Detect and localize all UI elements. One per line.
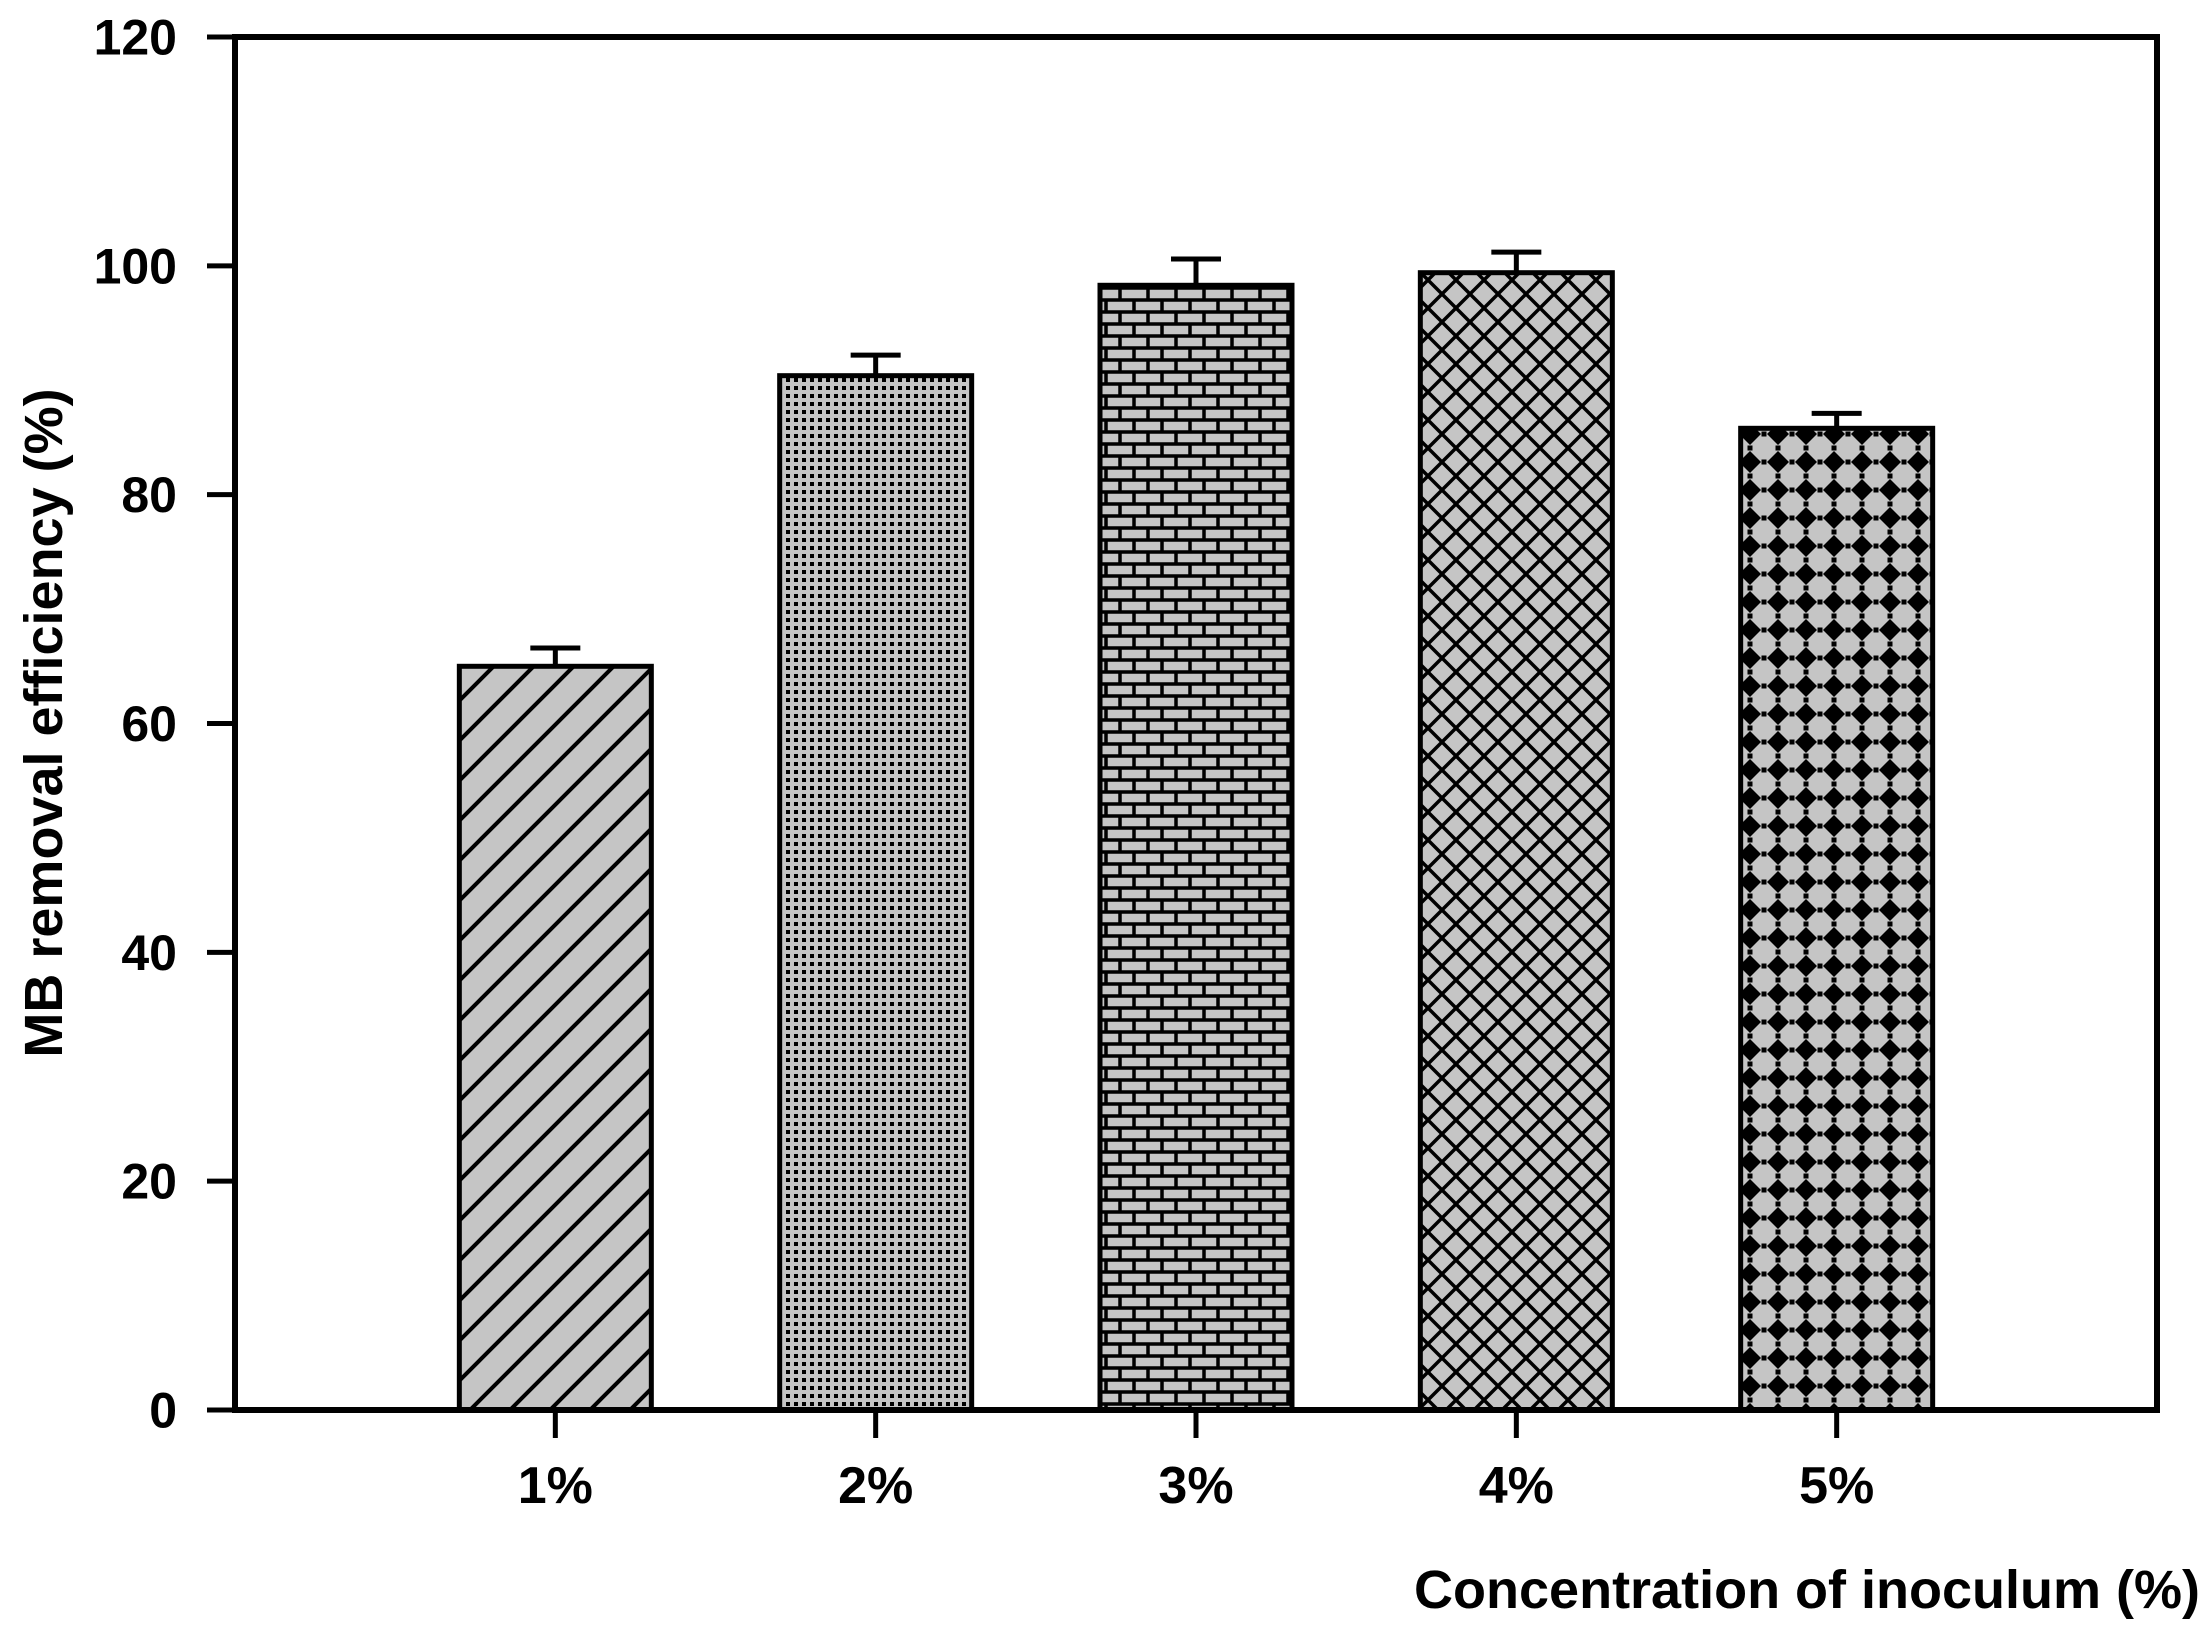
y-tick-label: 40 <box>121 925 177 981</box>
plot-area: 0 20 40 60 80 100 120 1% 2% 3% 4% 5% <box>94 10 2160 1515</box>
error-bar-5% <box>1811 410 1862 429</box>
y-tick-label: 120 <box>94 10 177 66</box>
y-tick-label: 80 <box>121 467 177 523</box>
x-axis-title: Concentration of inoculum (%) <box>1414 1560 2200 1620</box>
bar-2% <box>777 373 975 1413</box>
error-bar-4% <box>1491 249 1542 273</box>
bar-1% <box>456 663 654 1413</box>
x-tick-label-3%: 3% <box>1158 1457 1233 1515</box>
y-tick-label: 60 <box>121 696 177 752</box>
y-tick-label: 0 <box>149 1383 177 1439</box>
x-tick-label-5%: 5% <box>1799 1457 1874 1515</box>
y-tick-label: 100 <box>94 238 177 294</box>
error-bar-2% <box>850 352 901 376</box>
bar-5% <box>1738 425 1936 1413</box>
bar-3% <box>1097 282 1295 1413</box>
x-tick-label-1%: 1% <box>518 1457 593 1515</box>
error-bar-3% <box>1171 256 1221 286</box>
x-tick-label-4%: 4% <box>1479 1457 1554 1515</box>
error-bar-1% <box>530 645 581 667</box>
x-tick-label-2%: 2% <box>838 1457 913 1515</box>
bar-4% <box>1417 270 1615 1413</box>
y-axis-title: MB removal efficiency (%) <box>14 388 74 1057</box>
y-tick-label: 20 <box>121 1154 177 1210</box>
